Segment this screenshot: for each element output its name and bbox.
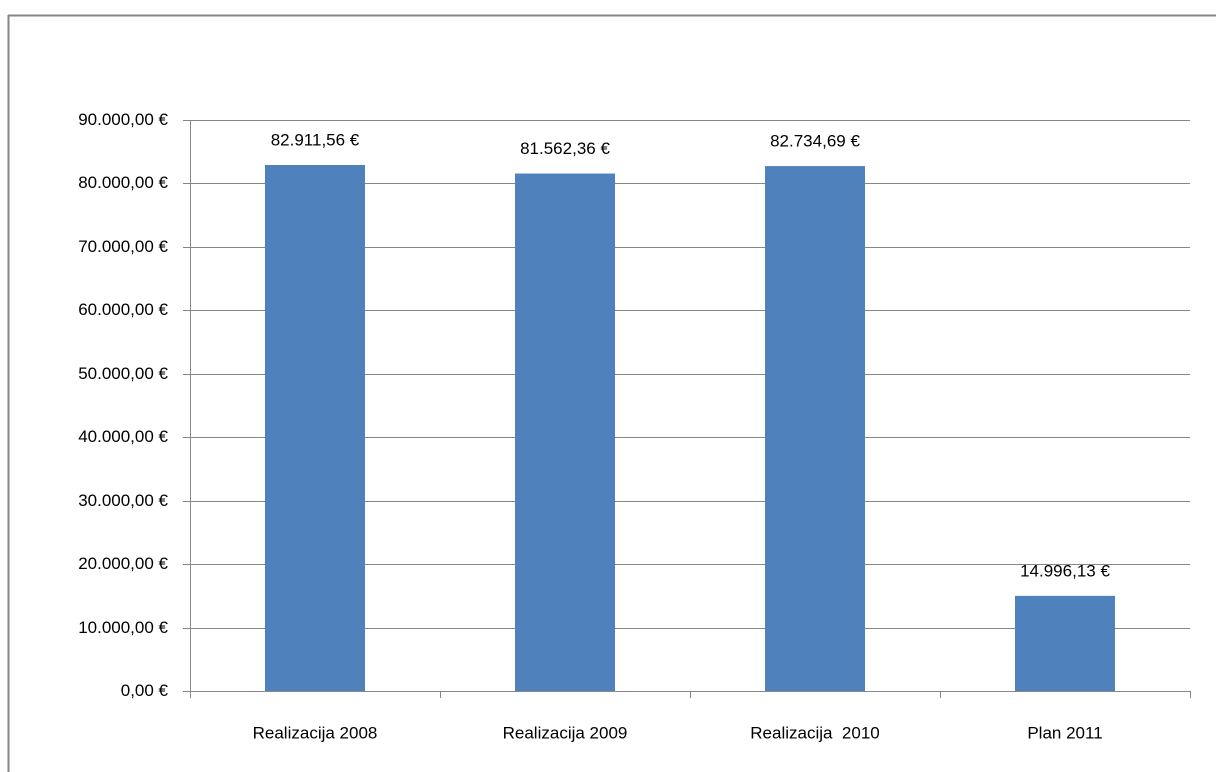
- data-label: 82.734,69 €: [770, 132, 860, 151]
- bar: [765, 166, 865, 691]
- x-tick-label: Realizacija 2008: [253, 723, 378, 742]
- y-tick-label: 0,00 €: [121, 681, 169, 700]
- x-tick-label: Plan 2011: [1027, 723, 1102, 742]
- data-label: 82.911,56 €: [271, 130, 360, 149]
- y-tick-label: 90.000,00 €: [78, 110, 168, 129]
- y-tick-label: 60.000,00 €: [78, 300, 168, 319]
- y-tick-label: 30.000,00 €: [78, 491, 168, 510]
- x-tick-label: Realizacija 2009: [503, 723, 628, 742]
- bar: [265, 164, 365, 691]
- y-tick-label: 20.000,00 €: [78, 554, 168, 573]
- y-tick-label: 50.000,00 €: [78, 364, 168, 383]
- bar: [1015, 595, 1115, 691]
- data-label: 81.562,36 €: [520, 139, 610, 158]
- data-label: 14.996,13 €: [1020, 561, 1110, 580]
- y-tick-label: 80.000,00 €: [78, 173, 168, 192]
- y-tick-label: 10.000,00 €: [78, 618, 168, 637]
- y-tick-label: 70.000,00 €: [78, 237, 168, 256]
- y-tick-label: 40.000,00 €: [78, 427, 168, 446]
- bar: [515, 173, 615, 692]
- x-tick-label: Realizacija 2010: [750, 723, 879, 742]
